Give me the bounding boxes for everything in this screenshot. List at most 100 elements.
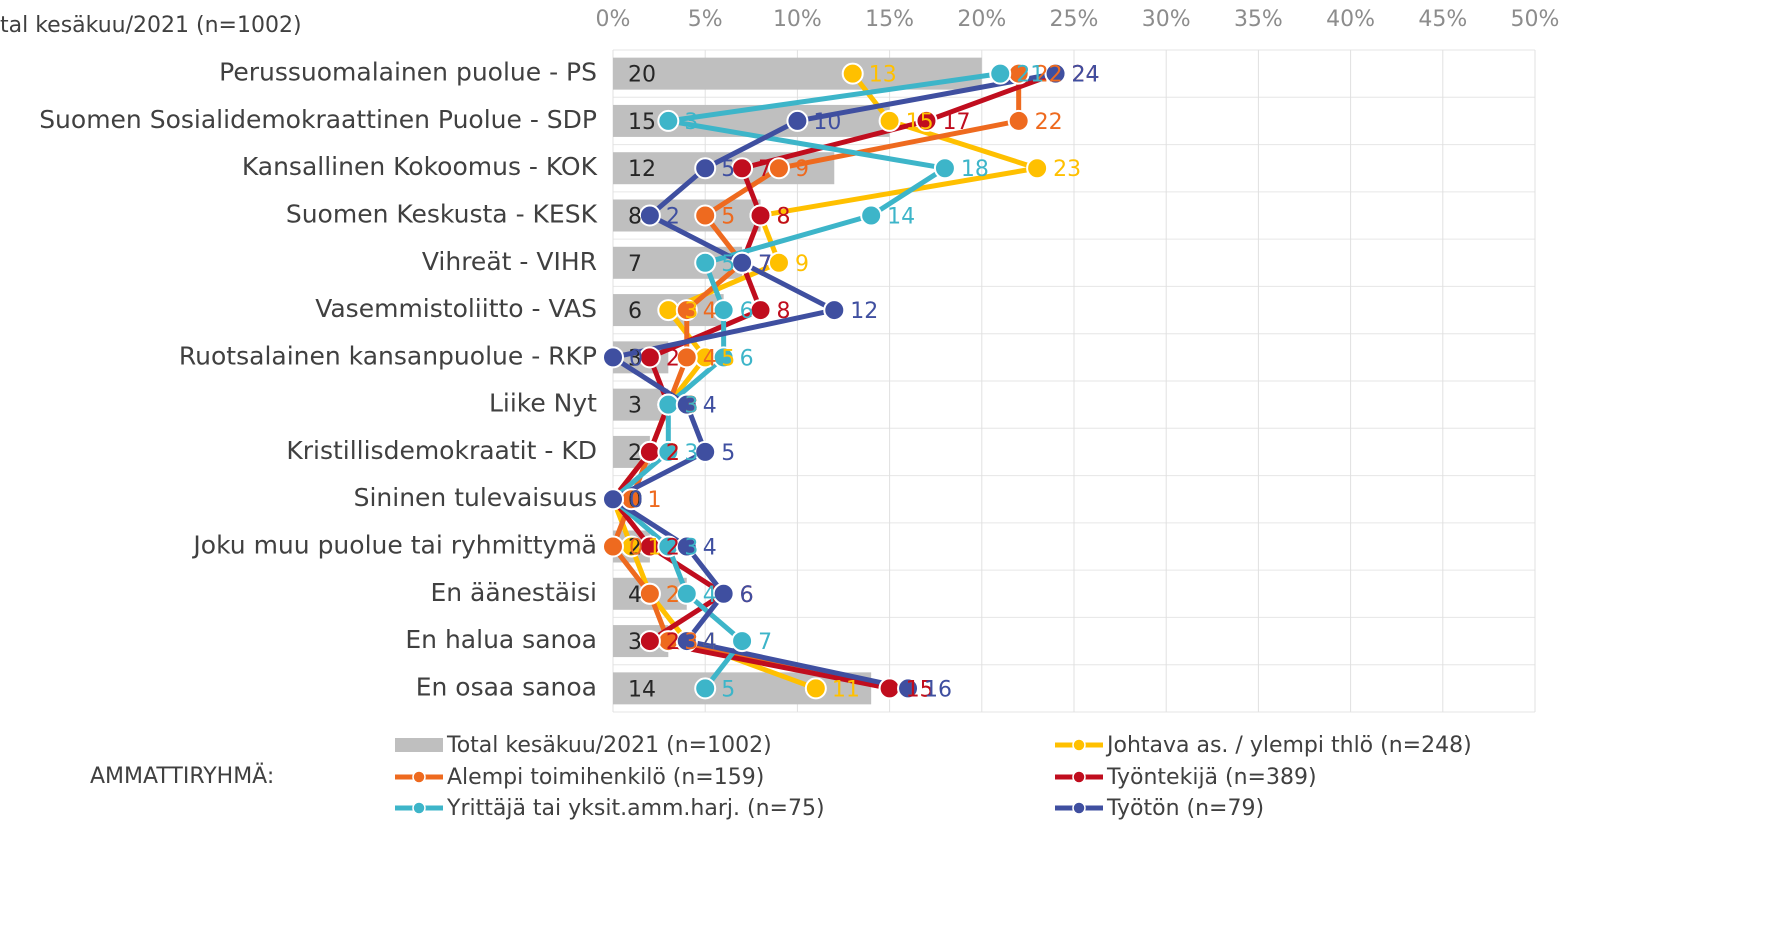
series-dot — [657, 109, 680, 132]
series-dot — [767, 157, 790, 180]
legend-label: Työntekijä (n=389) — [1106, 765, 1317, 790]
bar-label: 8 — [628, 205, 642, 230]
legend-dot — [412, 801, 426, 815]
x-tick-label: 45% — [1418, 7, 1467, 32]
bar-label: 6 — [628, 299, 642, 324]
data-label: 9 — [795, 252, 809, 277]
legend-swatch — [395, 738, 443, 752]
series-dot — [1044, 62, 1067, 85]
series-dot — [638, 582, 661, 605]
bar-label: 20 — [628, 63, 656, 88]
data-label: 2 — [666, 205, 680, 230]
category-label: Kansallinen Kokoomus - KOK — [242, 152, 598, 181]
data-label: 4 — [703, 630, 717, 655]
data-label: 15 — [906, 110, 934, 135]
series-dot — [804, 677, 827, 700]
data-label: 7 — [758, 252, 772, 277]
legend-label: Total kesäkuu/2021 (n=1002) — [446, 733, 772, 758]
data-label: 24 — [1072, 63, 1100, 88]
data-label: 8 — [777, 205, 791, 230]
series-dot — [694, 677, 717, 700]
data-label: 0 — [629, 488, 643, 513]
series-dot — [878, 109, 901, 132]
series-dot — [602, 535, 624, 558]
data-label: 2 — [666, 536, 680, 561]
data-label: 12 — [850, 299, 878, 324]
series-dot — [694, 204, 717, 227]
series-dot — [675, 346, 698, 369]
data-label: 15 — [906, 677, 934, 702]
data-label: 4 — [703, 583, 717, 608]
bar-label: 12 — [628, 157, 656, 182]
x-tick-label: 30% — [1142, 7, 1191, 32]
x-tick-label: 25% — [1050, 7, 1099, 32]
legend-label: Johtava as. / ylempi thlö (n=248) — [1105, 733, 1472, 758]
legend-dot — [412, 770, 426, 784]
series-dot — [675, 535, 698, 558]
x-tick-label: 35% — [1234, 7, 1283, 32]
data-label: 16 — [924, 677, 952, 702]
data-label: 5 — [721, 677, 735, 702]
data-label: 5 — [721, 441, 735, 466]
data-label: 0 — [629, 488, 643, 513]
bar-label: 3 — [628, 630, 642, 655]
data-label: 7 — [758, 252, 772, 277]
legend-dot — [1072, 738, 1086, 752]
x-tick-label: 50% — [1511, 7, 1560, 32]
data-label: 22 — [1035, 63, 1063, 88]
data-label: 0 — [629, 488, 643, 513]
data-label: 2 — [666, 630, 680, 655]
category-label: Suomen Keskusta - KESK — [286, 200, 598, 229]
series-dot — [749, 299, 772, 322]
bar-label: 7 — [628, 252, 642, 277]
series-dot — [897, 677, 920, 700]
data-label: 15 — [906, 677, 934, 702]
data-label: 2 — [666, 346, 680, 371]
data-label: 0 — [629, 346, 643, 371]
data-label: 3 — [684, 394, 698, 419]
data-label: 4 — [703, 346, 717, 371]
data-label: 4 — [703, 536, 717, 561]
data-label: 11 — [832, 677, 860, 702]
legend-title: AMMATTIRYHMÄ: — [90, 763, 274, 789]
series-dot — [675, 299, 698, 322]
data-label: 6 — [740, 299, 754, 324]
bar-label: 2 — [628, 441, 642, 466]
series-dot — [860, 204, 883, 227]
series-dot — [915, 109, 938, 132]
series-dot — [712, 299, 735, 322]
legend-label: Yrittäjä tai yksit.amm.harj. (n=75) — [446, 796, 825, 821]
data-label: 6 — [740, 583, 754, 608]
x-tick-label: 15% — [865, 7, 914, 32]
data-label: 21 — [1016, 63, 1044, 88]
data-label: 3 — [684, 536, 698, 561]
data-label: 7 — [758, 252, 772, 277]
data-label: 5 — [721, 205, 735, 230]
data-label: 22 — [1035, 110, 1063, 135]
series-dot — [657, 299, 680, 322]
series-dot — [731, 157, 754, 180]
bar-label: 4 — [628, 583, 642, 608]
data-label: 18 — [961, 157, 989, 182]
category-label: Vasemmistoliitto - VAS — [315, 294, 597, 323]
data-label: 24 — [1072, 63, 1100, 88]
series-dot — [675, 630, 698, 653]
data-label: 3 — [684, 394, 698, 419]
data-label: 1 — [647, 536, 661, 561]
data-label: 17 — [942, 110, 970, 135]
data-label: 8 — [777, 205, 791, 230]
category-label: Joku muu puolue tai ryhmittymä — [191, 531, 597, 560]
category-label: Sininen tulevaisuus — [354, 483, 597, 512]
data-label: 9 — [795, 157, 809, 182]
bar-label: 3 — [628, 394, 642, 419]
category-label: En äänestäisi — [430, 578, 597, 607]
category-label: Kristillisdemokraatit - KD — [286, 436, 597, 465]
series-dot — [638, 204, 661, 227]
series-dot — [823, 299, 846, 322]
data-label: 13 — [869, 63, 897, 88]
bar-label: 14 — [628, 677, 656, 702]
legend-label: Alempi toimihenkilö (n=159) — [447, 765, 764, 790]
series-dot — [1026, 157, 1049, 180]
